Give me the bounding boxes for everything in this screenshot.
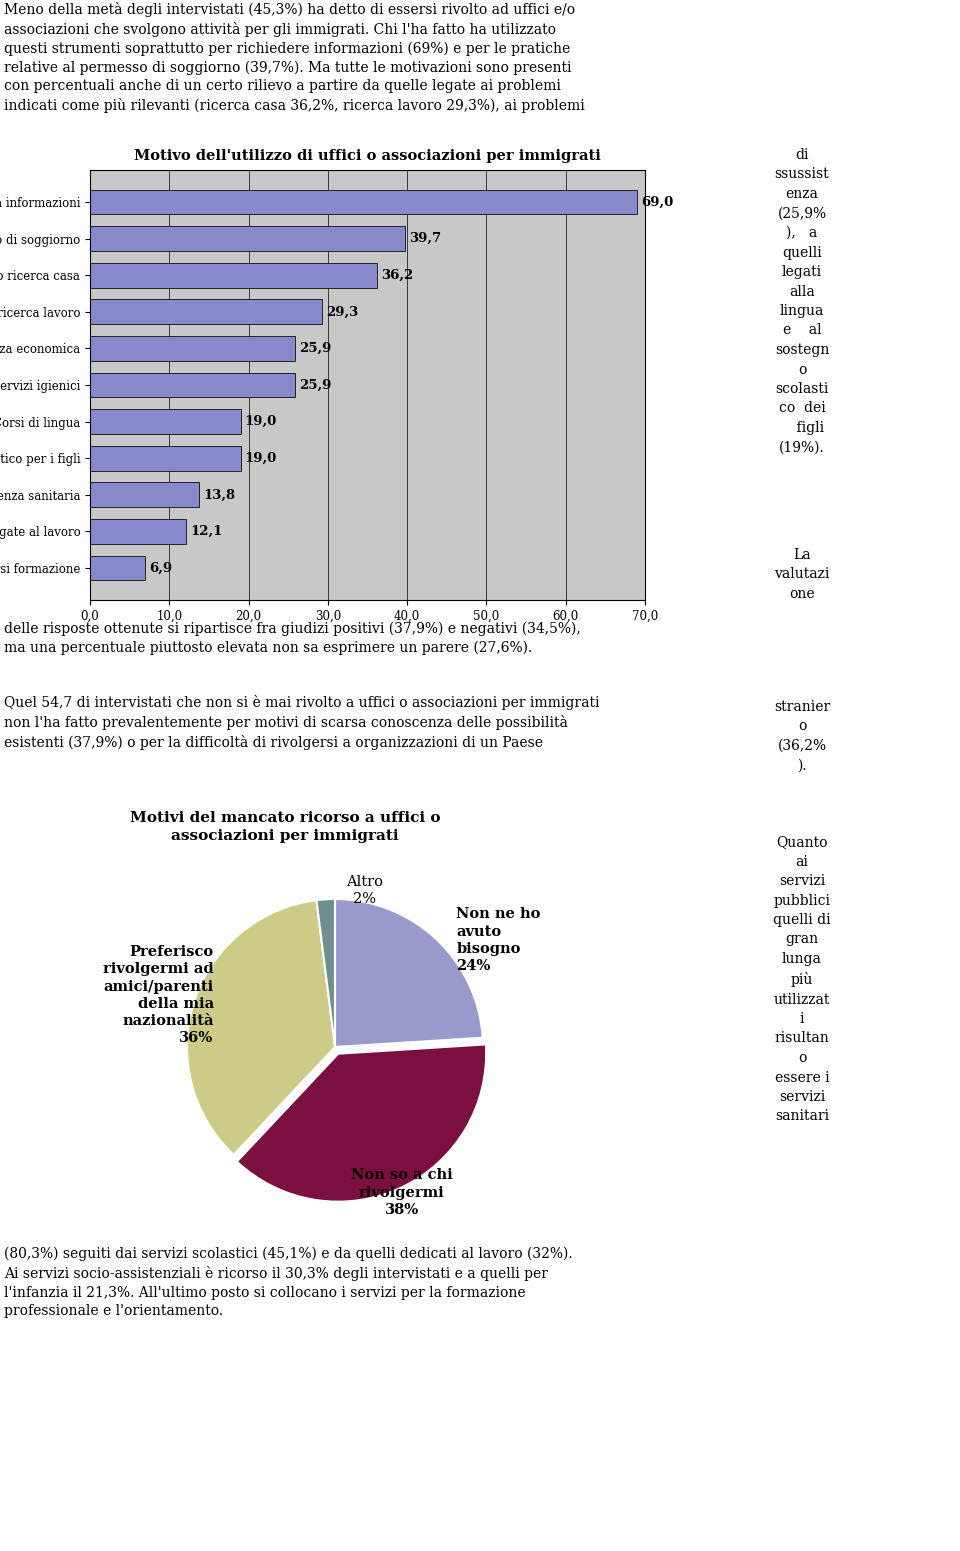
Text: La
valutazi
one: La valutazi one — [775, 548, 829, 600]
Text: Preferisco
rivolgermi ad
amici/parenti
della mia
nazionalità
36%: Preferisco rivolgermi ad amici/parenti d… — [103, 945, 214, 1045]
Text: Altro
2%: Altro 2% — [347, 875, 383, 906]
Wedge shape — [317, 900, 335, 1047]
Text: 25,9: 25,9 — [300, 341, 332, 355]
Bar — [90, 262, 377, 287]
Bar — [90, 226, 405, 251]
Bar — [90, 409, 241, 434]
Bar — [90, 189, 637, 214]
Text: di
ssussist
enza
(25,9%
),   a
quelli
legati
alla
lingua
e    al
sostegn
o
scola: di ssussist enza (25,9% ), a quelli lega… — [775, 147, 829, 454]
Text: 69,0: 69,0 — [641, 195, 673, 208]
Text: delle risposte ottenute si ripartisce fra giudizi positivi (37,9%) e negativi (3: delle risposte ottenute si ripartisce fr… — [4, 622, 581, 656]
Text: 19,0: 19,0 — [245, 416, 276, 428]
Text: (80,3%) seguiti dai servizi scolastici (45,1%) e da quelli dedicati al lavoro (3: (80,3%) seguiti dai servizi scolastici (… — [4, 1247, 572, 1318]
Text: 39,7: 39,7 — [409, 233, 441, 245]
Text: stranier
o
(36,2%
).: stranier o (36,2% ). — [774, 700, 830, 772]
Text: Quel 54,7 di intervistati che non si è mai rivolto a uffici o associazioni per i: Quel 54,7 di intervistati che non si è m… — [4, 695, 599, 749]
Text: 25,9: 25,9 — [300, 378, 332, 391]
Bar — [90, 482, 200, 507]
Bar — [90, 520, 186, 544]
Bar — [90, 299, 323, 324]
Text: 12,1: 12,1 — [190, 524, 223, 538]
Bar — [90, 372, 296, 397]
Text: Quanto
ai
servizi
pubblici
quelli di
gran
lunga
più
utilizzat
i
risultan
o
esser: Quanto ai servizi pubblici quelli di gra… — [773, 834, 830, 1123]
Text: 36,2: 36,2 — [381, 268, 413, 282]
Text: 6,9: 6,9 — [149, 561, 172, 574]
Wedge shape — [237, 1044, 486, 1202]
Text: Motivi del mancato ricorso a uffici o
associazioni per immigrati: Motivi del mancato ricorso a uffici o as… — [130, 811, 441, 844]
Bar — [90, 445, 241, 470]
Bar — [90, 337, 296, 361]
Text: Meno della metà degli intervistati (45,3%) ha detto di essersi rivolto ad uffici: Meno della metà degli intervistati (45,3… — [4, 2, 585, 113]
Title: Motivo dell'utilizzo di uffici o associazioni per immigrati: Motivo dell'utilizzo di uffici o associa… — [134, 149, 601, 163]
Text: Non ne ho
avuto
bisogno
24%: Non ne ho avuto bisogno 24% — [456, 907, 540, 974]
Wedge shape — [335, 900, 483, 1047]
Wedge shape — [187, 900, 335, 1155]
Text: 19,0: 19,0 — [245, 451, 276, 465]
Text: Non so a chi
rivolgermi
38%: Non so a chi rivolgermi 38% — [350, 1168, 452, 1218]
Text: 29,3: 29,3 — [326, 306, 358, 318]
Bar — [90, 555, 145, 580]
Text: 13,8: 13,8 — [204, 489, 235, 501]
